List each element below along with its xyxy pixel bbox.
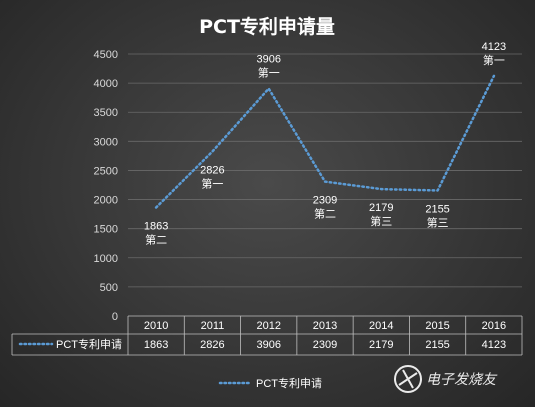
x-category-label: 2013 bbox=[313, 320, 337, 332]
table-value-cell: 2309 bbox=[313, 339, 337, 351]
data-labels: 1863第二2826第一3906第一2309第二2179第三2155第三4123… bbox=[144, 41, 506, 247]
series-line-layer bbox=[154, 74, 496, 209]
y-tick-label: 1500 bbox=[94, 224, 118, 236]
data-label-value: 3906 bbox=[256, 54, 280, 66]
data-label-rank: 第一 bbox=[201, 176, 223, 190]
electron-logo-icon bbox=[394, 365, 422, 393]
table-value-cell: 2155 bbox=[425, 339, 449, 351]
table-value-cell: 2826 bbox=[200, 339, 224, 351]
data-label-rank: 第二 bbox=[145, 233, 167, 247]
watermark-text: 电子发烧友 bbox=[426, 372, 498, 388]
data-label-rank: 第一 bbox=[483, 53, 505, 67]
data-label-value: 2309 bbox=[313, 195, 337, 207]
data-label-rank: 第三 bbox=[427, 216, 449, 230]
y-tick-label: 3000 bbox=[94, 136, 118, 148]
data-label-value: 4123 bbox=[482, 41, 506, 53]
chart-title: PCT专利申请量 bbox=[199, 15, 335, 38]
data-table: 2010 2011 2012 2013 2014 2015 2016 1863 2826 3906… bbox=[11, 315, 523, 356]
y-tick-label: 3500 bbox=[94, 107, 118, 119]
x-category-label: 2015 bbox=[425, 320, 449, 332]
legend-entry-label: PCT专利申请 bbox=[256, 376, 322, 390]
x-category-label: 2011 bbox=[201, 320, 225, 332]
table-series-name: PCT专利申请 bbox=[56, 337, 122, 351]
x-category-label: 2010 bbox=[144, 320, 168, 332]
y-tick-label: 500 bbox=[100, 282, 118, 294]
data-label-rank: 第二 bbox=[314, 207, 336, 221]
data-label-value: 1863 bbox=[144, 221, 168, 233]
data-label-rank: 第三 bbox=[370, 214, 392, 228]
table-value-cell: 3906 bbox=[256, 339, 280, 351]
data-label-value: 2179 bbox=[369, 202, 393, 214]
y-tick-label: 2000 bbox=[94, 195, 118, 207]
data-label-rank: 第一 bbox=[258, 66, 280, 80]
legend: PCT专利申请 bbox=[218, 376, 322, 390]
x-category-label: 2016 bbox=[482, 320, 506, 332]
table-value-cell: 1863 bbox=[144, 339, 168, 351]
watermark: 电子发烧友 bbox=[394, 365, 498, 393]
y-tick-label: 4000 bbox=[94, 78, 118, 90]
y-axis-tick-labels: 0 500 1000 1500 2000 2500 3000 3500 4000 4500 bbox=[94, 49, 118, 323]
series-line-pct bbox=[154, 74, 496, 209]
data-label-value: 2155 bbox=[425, 204, 449, 216]
y-tick-label: 4500 bbox=[94, 49, 118, 61]
y-tick-label: 1000 bbox=[94, 253, 118, 265]
data-label-value: 2826 bbox=[200, 164, 224, 176]
y-tick-label: 0 bbox=[112, 311, 118, 323]
gridlines bbox=[128, 53, 522, 288]
table-value-cell: 4123 bbox=[482, 339, 506, 351]
x-category-label: 2014 bbox=[369, 320, 393, 332]
table-value-cell: 2179 bbox=[369, 339, 393, 351]
y-tick-label: 2500 bbox=[94, 165, 118, 177]
x-category-label: 2012 bbox=[256, 320, 280, 332]
